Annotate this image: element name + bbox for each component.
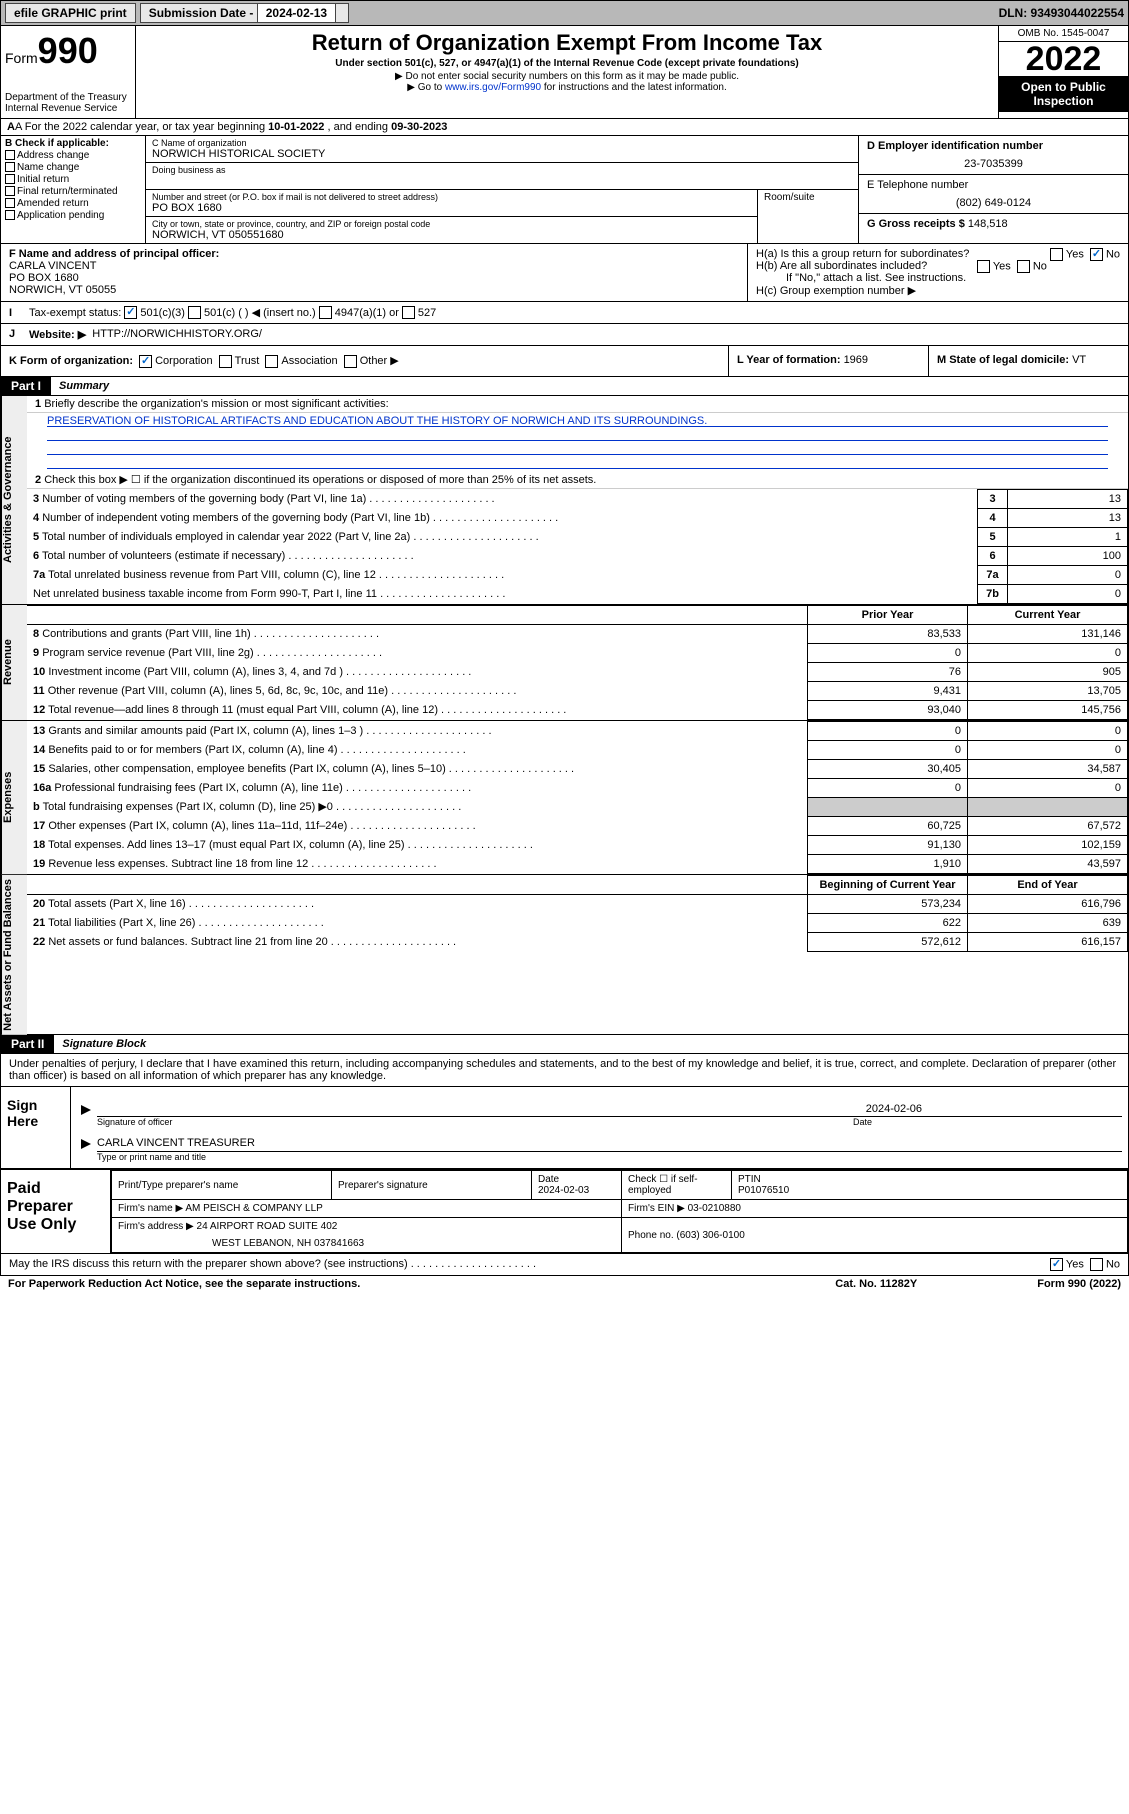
- note-ssn: ▶ Do not enter social security numbers o…: [144, 71, 990, 82]
- b-hdr: B Check if applicable:: [5, 138, 109, 149]
- vtab-rev: Revenue: [1, 605, 27, 720]
- col-h: H(a) Is this a group return for subordin…: [748, 244, 1128, 301]
- city-lbl: City or town, state or province, country…: [152, 219, 751, 229]
- hb-yes[interactable]: [977, 260, 990, 273]
- rev-table: Prior YearCurrent Year 8 Contributions a…: [27, 605, 1128, 720]
- part1-bar: Part I Summary: [0, 377, 1129, 396]
- note-goto: ▶ Go to www.irs.gov/Form990 for instruct…: [144, 82, 990, 93]
- part2-title: Signature Block: [54, 1036, 154, 1052]
- i-501c3[interactable]: ✓: [124, 306, 137, 319]
- preparer-block: Paid Preparer Use Only Print/Type prepar…: [0, 1169, 1129, 1254]
- vtab-net: Net Assets or Fund Balances: [1, 875, 27, 1035]
- k-corp[interactable]: ✓: [139, 355, 152, 368]
- sig-block: Under penalties of perjury, I declare th…: [0, 1054, 1129, 1169]
- vtab-gov: Activities & Governance: [1, 396, 27, 604]
- tel-lbl: E Telephone number: [867, 179, 1120, 191]
- rev-section: Revenue Prior YearCurrent Year 8 Contrib…: [0, 604, 1129, 720]
- col-f: F Name and address of principal officer:…: [1, 244, 748, 301]
- gov-table: 3 Number of voting members of the govern…: [27, 489, 1128, 604]
- tax-year: 2022: [999, 42, 1128, 76]
- dba-lbl: Doing business as: [152, 165, 852, 175]
- title-box: Return of Organization Exempt From Incom…: [136, 26, 998, 118]
- ein: 23-7035399: [867, 158, 1120, 170]
- pt-check[interactable]: Check ☐ if self-employed: [622, 1171, 732, 1200]
- part1-title: Summary: [51, 378, 117, 394]
- hb-no[interactable]: [1017, 260, 1030, 273]
- gross: 148,518: [968, 218, 1008, 230]
- info-block: B Check if applicable: Address change Na…: [0, 136, 1129, 244]
- k-assoc[interactable]: [265, 355, 278, 368]
- form-subtitle: Under section 501(c), 527, or 4947(a)(1)…: [144, 58, 990, 69]
- dln: DLN: 93493044022554: [999, 6, 1124, 20]
- part1-hdr: Part I: [1, 377, 51, 395]
- sign-here-lbl: Sign Here: [1, 1087, 71, 1168]
- org-addr: PO BOX 1680: [152, 202, 751, 214]
- mission-text: PRESERVATION OF HISTORICAL ARTIFACTS AND…: [47, 415, 1108, 427]
- org-name: NORWICH HISTORICAL SOCIETY: [152, 148, 852, 160]
- ha-no[interactable]: ✓: [1090, 248, 1103, 261]
- efile-btn[interactable]: efile GRAPHIC print: [5, 3, 136, 23]
- cb-amended[interactable]: [5, 198, 15, 208]
- sub-date: 2024-02-13: [257, 3, 336, 23]
- ein-lbl: D Employer identification number: [867, 140, 1043, 152]
- room-suite: Room/suite: [758, 190, 858, 243]
- name-lbl: C Name of organization: [152, 138, 852, 148]
- part2-bar: Part II Signature Block: [0, 1035, 1129, 1054]
- col-c: C Name of organization NORWICH HISTORICA…: [146, 136, 858, 243]
- topbar: efile GRAPHIC print Submission Date - 20…: [0, 0, 1129, 26]
- col-b: B Check if applicable: Address change Na…: [1, 136, 146, 243]
- form-number: 990: [38, 30, 98, 71]
- net-section: Net Assets or Fund Balances Beginning of…: [0, 874, 1129, 1036]
- website[interactable]: HTTP://NORWICHHISTORY.ORG/: [92, 328, 262, 341]
- org-city: NORWICH, VT 050551680: [152, 229, 751, 241]
- gross-lbl: G Gross receipts $: [867, 218, 968, 230]
- line-k: K Form of organization: ✓Corporation Tru…: [0, 346, 1129, 377]
- i-4947[interactable]: [319, 306, 332, 319]
- line-j: JWebsite: ▶ HTTP://NORWICHHISTORY.ORG/: [0, 324, 1129, 346]
- discuss-yes[interactable]: ✓: [1050, 1258, 1063, 1271]
- exp-table: 13 Grants and similar amounts paid (Part…: [27, 721, 1128, 874]
- officer-sig-line[interactable]: 2024-02-06: [97, 1101, 1122, 1117]
- pt-sig-lbl: Preparer's signature: [332, 1171, 532, 1200]
- cb-final[interactable]: [5, 186, 15, 196]
- exp-section: Expenses 13 Grants and similar amounts p…: [0, 720, 1129, 874]
- cb-pending[interactable]: [5, 210, 15, 220]
- dept: Department of the Treasury Internal Reve…: [5, 92, 131, 114]
- net-table: Beginning of Current YearEnd of Year 20 …: [27, 875, 1128, 952]
- cb-initial[interactable]: [5, 174, 15, 184]
- part2-hdr: Part II: [1, 1035, 54, 1053]
- i-527[interactable]: [402, 306, 415, 319]
- open-inspection: Open to Public Inspection: [999, 76, 1128, 112]
- form-id-box: Form990 Department of the Treasury Inter…: [1, 26, 136, 118]
- fg-row: F Name and address of principal officer:…: [0, 244, 1129, 302]
- irs-link[interactable]: www.irs.gov/Form990: [445, 82, 541, 93]
- vtab-exp: Expenses: [1, 721, 27, 874]
- col-d: D Employer identification number 23-7035…: [858, 136, 1128, 243]
- addr-lbl: Number and street (or P.O. box if mail i…: [152, 192, 751, 202]
- line-a: AA For the 2022 calendar year, or tax ye…: [0, 119, 1129, 136]
- form-word: Form: [5, 50, 38, 66]
- k-other[interactable]: [344, 355, 357, 368]
- submission-btn[interactable]: Submission Date - 2024-02-13: [140, 3, 349, 23]
- i-501c[interactable]: [188, 306, 201, 319]
- cb-name[interactable]: [5, 162, 15, 172]
- k-trust[interactable]: [219, 355, 232, 368]
- cb-addr[interactable]: [5, 150, 15, 160]
- discuss-no[interactable]: [1090, 1258, 1103, 1271]
- year-box: OMB No. 1545-0047 2022 Open to Public In…: [998, 26, 1128, 118]
- form-header: Form990 Department of the Treasury Inter…: [0, 26, 1129, 119]
- discuss-row: May the IRS discuss this return with the…: [0, 1254, 1129, 1276]
- form-title: Return of Organization Exempt From Incom…: [144, 30, 990, 56]
- tel: (802) 649-0124: [867, 197, 1120, 209]
- sig-decl: Under penalties of perjury, I declare th…: [1, 1054, 1128, 1086]
- pt-name-lbl: Print/Type preparer's name: [112, 1171, 332, 1200]
- sub-lbl: Submission Date -: [149, 6, 257, 20]
- officer-name-line: CARLA VINCENT TREASURER: [97, 1135, 1122, 1152]
- ha-yes[interactable]: [1050, 248, 1063, 261]
- paid-prep-lbl: Paid Preparer Use Only: [1, 1170, 111, 1253]
- line-i: ITax-exempt status: ✓501(c)(3) 501(c) ( …: [0, 302, 1129, 324]
- gov-section: Activities & Governance 1 Briefly descri…: [0, 396, 1129, 604]
- footer: For Paperwork Reduction Act Notice, see …: [0, 1276, 1129, 1292]
